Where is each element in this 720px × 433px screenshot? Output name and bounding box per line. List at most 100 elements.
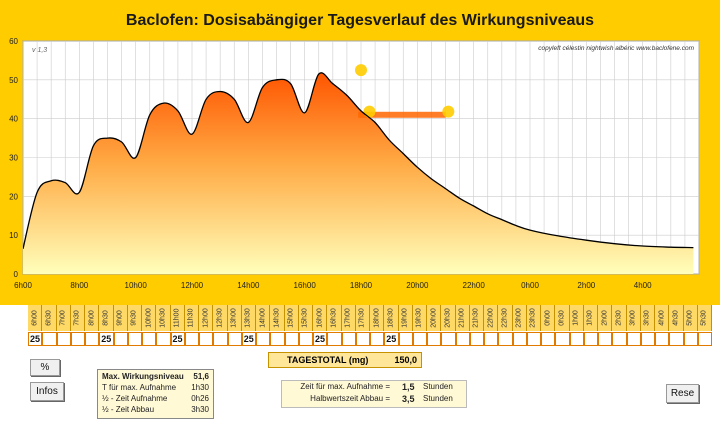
- time-slot-6h00: 6h00: [28, 305, 43, 331]
- dose-input[interactable]: [284, 332, 299, 346]
- time-slot-label: 17h00: [344, 308, 352, 328]
- time-slot-7h30: 7h30: [70, 305, 85, 331]
- time-slot-5h00: 5h00: [683, 305, 698, 331]
- dose-input[interactable]: [142, 332, 157, 346]
- dose-input[interactable]: [412, 332, 427, 346]
- dose-input[interactable]: [455, 332, 470, 346]
- dose-input[interactable]: [541, 332, 556, 346]
- dose-input[interactable]: 25: [313, 332, 328, 346]
- time-slot-11h00: 11h00: [170, 305, 185, 331]
- max-plateau-band: [358, 111, 446, 118]
- time-slot-label: 4h30: [672, 310, 680, 326]
- time-slot-label: 11h00: [173, 308, 181, 328]
- time-slot-label: 18h30: [387, 308, 395, 328]
- dose-input[interactable]: [626, 332, 641, 346]
- dose-input[interactable]: [484, 332, 499, 346]
- dose-input[interactable]: [683, 332, 698, 346]
- time-slot-16h00: 16h00: [313, 305, 328, 331]
- time-slot-3h30: 3h30: [640, 305, 655, 331]
- dose-input[interactable]: [70, 332, 85, 346]
- time-slot-19h30: 19h30: [412, 305, 427, 331]
- dose-input[interactable]: [355, 332, 370, 346]
- dose-input[interactable]: [398, 332, 413, 346]
- dose-input[interactable]: 25: [241, 332, 256, 346]
- dose-input[interactable]: 25: [170, 332, 185, 346]
- infos-button[interactable]: Infos: [30, 382, 64, 401]
- y-tick-label: 20: [9, 192, 18, 201]
- dose-input[interactable]: [199, 332, 214, 346]
- dose-input[interactable]: [213, 332, 228, 346]
- dose-input[interactable]: [227, 332, 242, 346]
- percent-button[interactable]: %: [30, 359, 60, 376]
- half-elimination-label: ½ - Zeit Abbau: [102, 405, 155, 414]
- time-slot-label: 9h30: [130, 310, 138, 326]
- x-tick-label: 6h00: [14, 281, 32, 290]
- dose-input[interactable]: 25: [99, 332, 114, 346]
- time-slot-label: 17h30: [358, 308, 366, 328]
- dose-input[interactable]: [341, 332, 356, 346]
- half-absorption-label: ½ - Zeit Aufnahme: [102, 394, 168, 403]
- dose-input[interactable]: [498, 332, 513, 346]
- time-slot-6h30: 6h30: [42, 305, 57, 331]
- dose-input[interactable]: [56, 332, 71, 346]
- dose-input[interactable]: [669, 332, 684, 346]
- peak-marker: [442, 105, 455, 118]
- time-slot-label: 12h30: [216, 308, 224, 328]
- time-slot-label: 2h00: [601, 310, 609, 326]
- time-slot-label: 2h30: [615, 310, 623, 326]
- time-slot-21h00: 21h00: [455, 305, 470, 331]
- dose-input[interactable]: [256, 332, 271, 346]
- time-slot-label: 0h30: [558, 310, 566, 326]
- dose-input[interactable]: [697, 332, 712, 346]
- dose-input[interactable]: [42, 332, 57, 346]
- dose-input[interactable]: [512, 332, 527, 346]
- y-tick-label: 0: [14, 270, 19, 279]
- time-slot-label: 22h30: [501, 308, 509, 328]
- dose-input[interactable]: [469, 332, 484, 346]
- dose-input[interactable]: [113, 332, 128, 346]
- dose-input[interactable]: [555, 332, 570, 346]
- absorption-time-value[interactable]: 1,5: [402, 382, 415, 392]
- time-slot-1h00: 1h00: [569, 305, 584, 331]
- time-slot-label: 22h00: [487, 308, 495, 328]
- x-tick-label: 0h00: [521, 281, 539, 290]
- dose-input[interactable]: [298, 332, 313, 346]
- dose-input[interactable]: [598, 332, 613, 346]
- time-slot-label: 19h30: [415, 308, 423, 328]
- dose-input[interactable]: [156, 332, 171, 346]
- dose-input[interactable]: [612, 332, 627, 346]
- dose-input[interactable]: [441, 332, 456, 346]
- dose-input[interactable]: [270, 332, 285, 346]
- time-slot-label: 23h00: [515, 308, 523, 328]
- dose-input[interactable]: [127, 332, 142, 346]
- time-slot-11h30: 11h30: [184, 305, 199, 331]
- dose-input[interactable]: [569, 332, 584, 346]
- dose-input[interactable]: 25: [28, 332, 43, 346]
- daily-total-label: TAGESTOTAL (mg): [287, 355, 369, 365]
- dose-input[interactable]: [655, 332, 670, 346]
- time-slot-label: 10h30: [159, 308, 167, 328]
- dose-input[interactable]: [583, 332, 598, 346]
- dose-input[interactable]: [427, 332, 442, 346]
- credit-label: copyleft célestin nightwish albéric www.…: [538, 45, 694, 52]
- info-panel: Max. Wirkungsniveau 51,6 T für max. Aufn…: [97, 369, 214, 419]
- x-tick-label: 8h00: [70, 281, 88, 290]
- dose-input[interactable]: [85, 332, 100, 346]
- dose-input[interactable]: [327, 332, 342, 346]
- time-slot-13h30: 13h30: [241, 305, 256, 331]
- dose-input[interactable]: [184, 332, 199, 346]
- time-slot-label: 3h30: [643, 310, 651, 326]
- time-slot-label: 14h30: [273, 308, 281, 328]
- dose-input[interactable]: [526, 332, 541, 346]
- time-slot-5h30: 5h30: [697, 305, 712, 331]
- halflife-unit: Stunden: [423, 394, 453, 403]
- dose-input[interactable]: [640, 332, 655, 346]
- halflife-value[interactable]: 3,5: [402, 394, 415, 404]
- time-slot-label: 15h00: [287, 308, 295, 328]
- dose-input[interactable]: [370, 332, 385, 346]
- time-slot-label: 5h00: [686, 310, 694, 326]
- time-slot-9h00: 9h00: [113, 305, 128, 331]
- time-slot-17h00: 17h00: [341, 305, 356, 331]
- reset-button[interactable]: Rese: [666, 384, 699, 403]
- dose-input[interactable]: 25: [384, 332, 399, 346]
